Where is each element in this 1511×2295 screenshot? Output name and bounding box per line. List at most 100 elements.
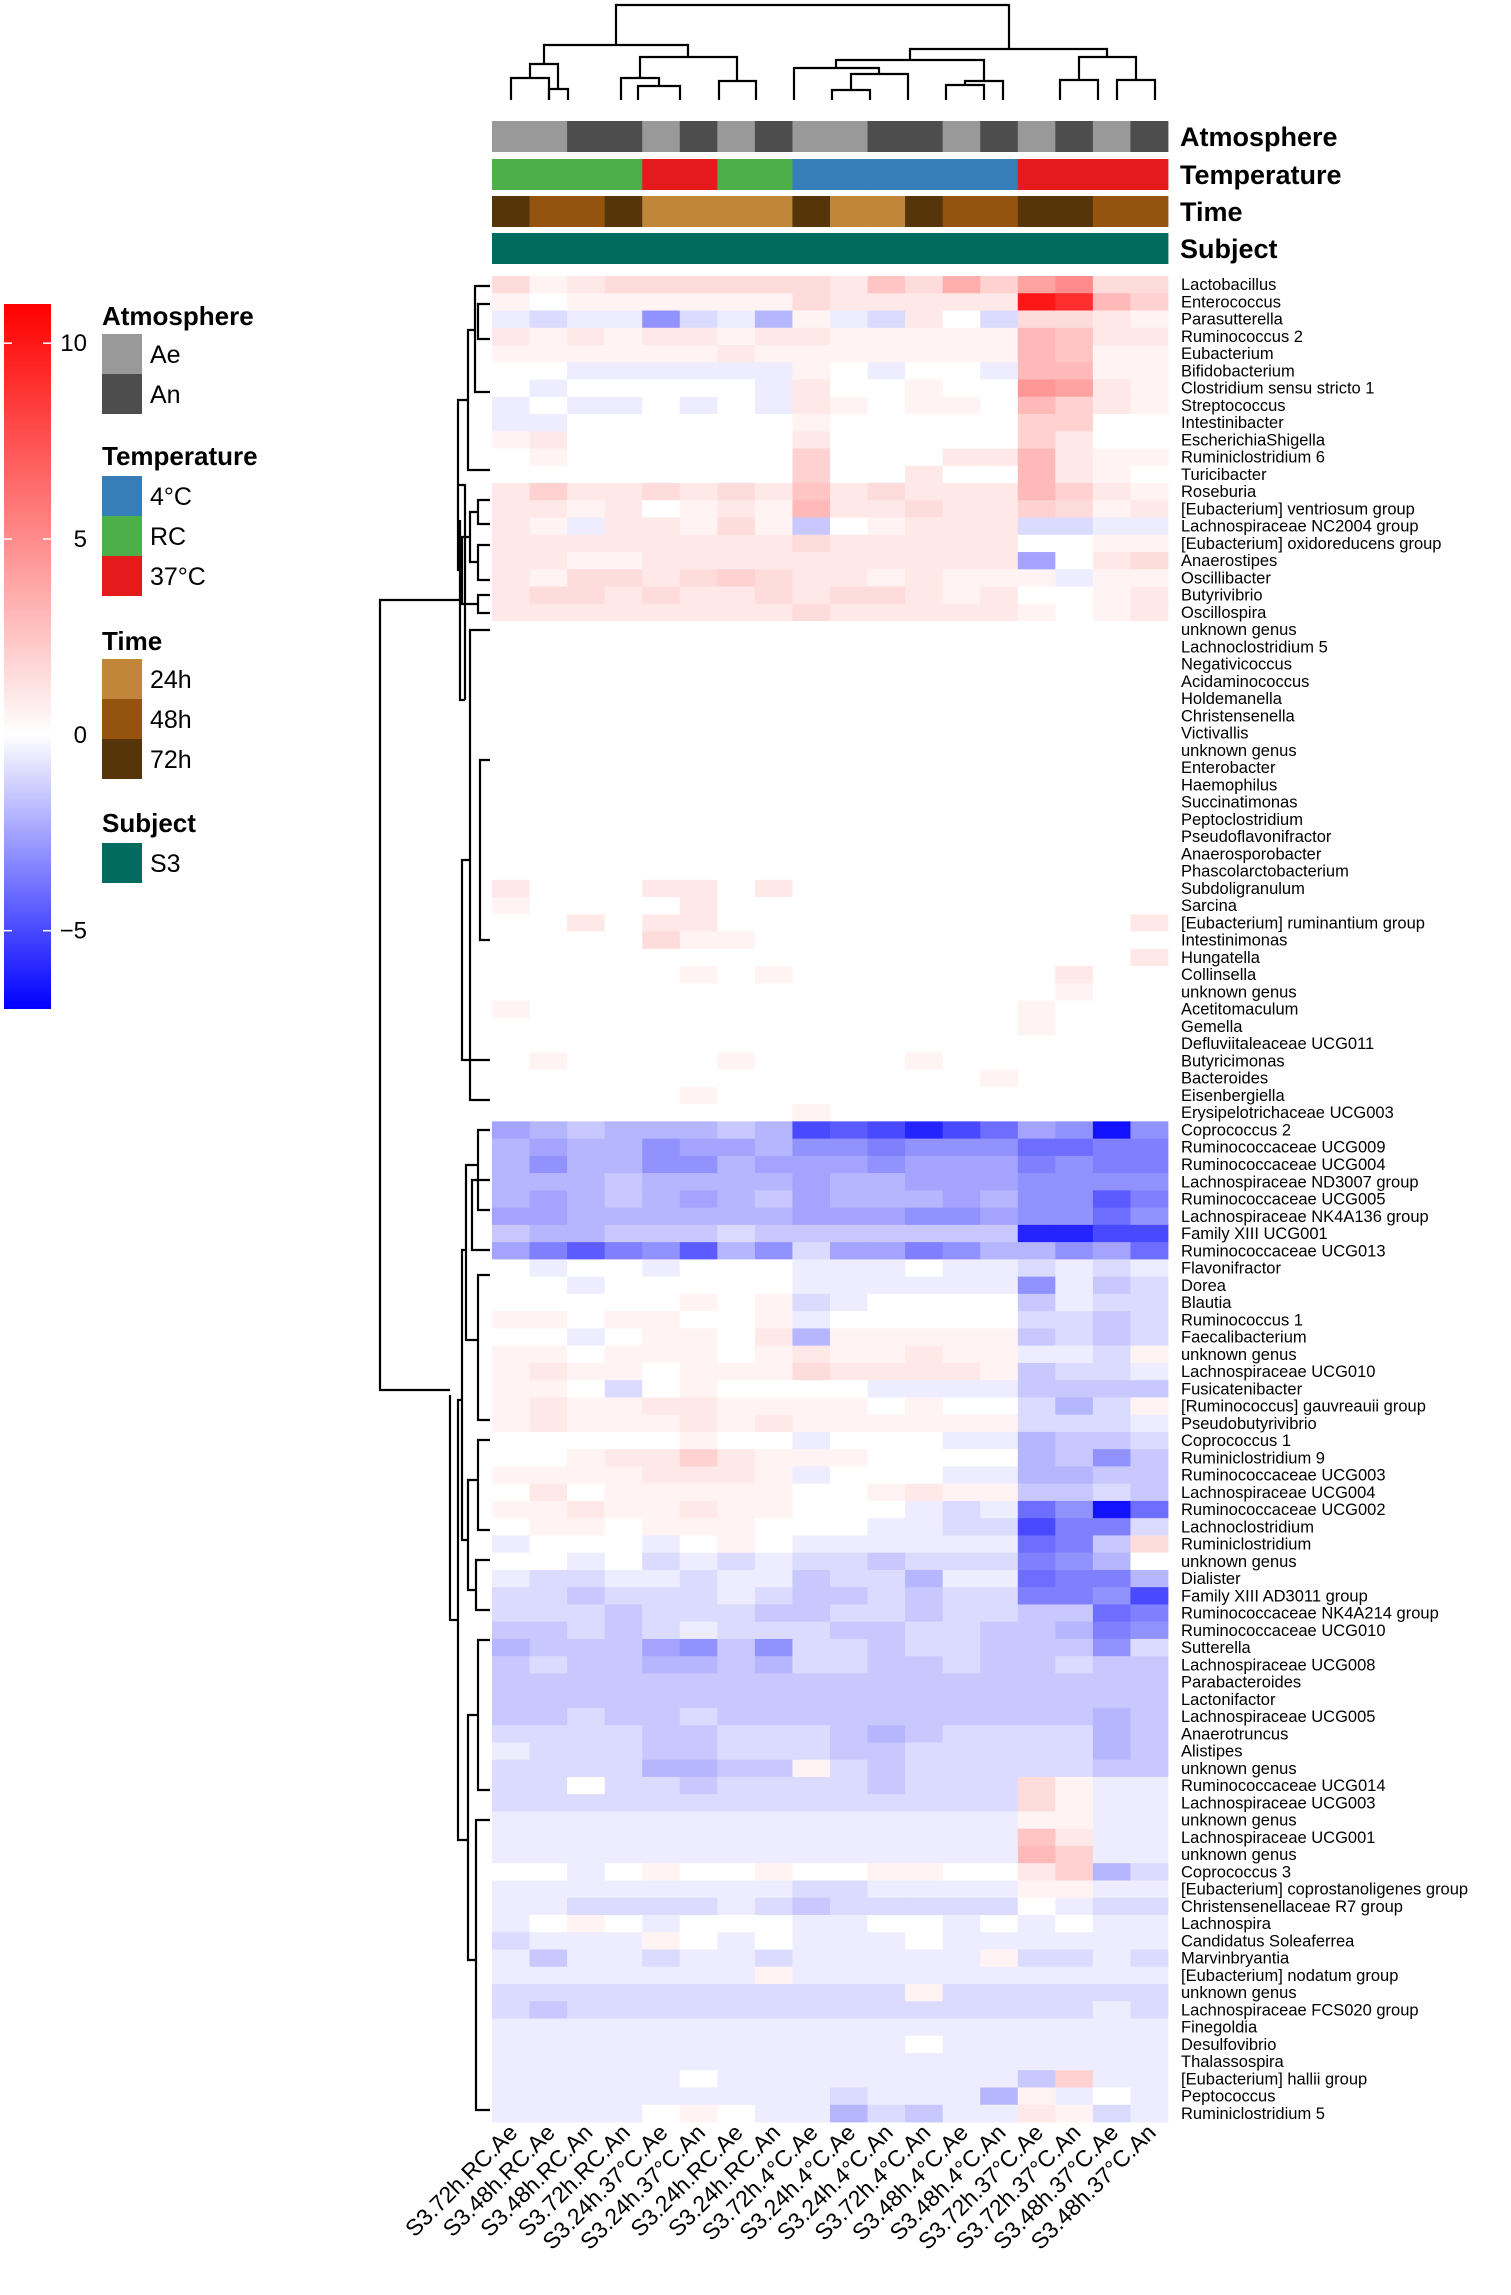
heatmap-cell bbox=[679, 1431, 718, 1450]
heatmap-cell bbox=[830, 638, 868, 656]
heatmap-cell bbox=[529, 1138, 568, 1157]
heatmap-cell bbox=[1130, 1656, 1169, 1674]
heatmap-cell bbox=[830, 1811, 868, 1830]
row-label: Peptoclostridium bbox=[1181, 811, 1303, 829]
heatmap-cell bbox=[942, 914, 981, 932]
heatmap-cell bbox=[679, 1587, 718, 1605]
heatmap-cell bbox=[567, 2035, 606, 2054]
heatmap-cell bbox=[754, 1500, 793, 1519]
heatmap-cell bbox=[717, 793, 756, 812]
heatmap-cell bbox=[717, 1690, 756, 1709]
heatmap-cell bbox=[905, 431, 944, 449]
heatmap-cell bbox=[1130, 1431, 1169, 1450]
heatmap-cell bbox=[1055, 1293, 1094, 1312]
heatmap-cell bbox=[492, 1414, 530, 1433]
legend-swatch bbox=[102, 843, 142, 883]
heatmap-cell bbox=[792, 1690, 831, 1709]
heatmap-cell bbox=[792, 1414, 831, 1433]
heatmap-cell bbox=[492, 1552, 530, 1571]
color-scale-bar bbox=[4, 304, 51, 1009]
heatmap-cell bbox=[679, 879, 718, 898]
heatmap-cell bbox=[492, 1604, 530, 1623]
heatmap-cell bbox=[642, 1914, 681, 1933]
heatmap-cell bbox=[679, 1707, 718, 1726]
heatmap-cell bbox=[529, 448, 568, 467]
heatmap-cell bbox=[1055, 534, 1094, 553]
heatmap-cell bbox=[1017, 1569, 1056, 1588]
heatmap-cell bbox=[642, 362, 681, 380]
heatmap-cell bbox=[717, 1949, 756, 1968]
heatmap-cell bbox=[905, 1569, 944, 1588]
heatmap-cell bbox=[642, 1500, 681, 1519]
heatmap-cell bbox=[1130, 327, 1169, 346]
heatmap-cell bbox=[492, 483, 530, 501]
heatmap-cell bbox=[830, 1086, 868, 1105]
heatmap-cell bbox=[567, 483, 606, 501]
heatmap-cell bbox=[642, 2018, 681, 2037]
heatmap-cell bbox=[1092, 465, 1131, 484]
heatmap-cell bbox=[980, 1207, 1019, 1226]
heatmap-cell bbox=[905, 1621, 944, 1640]
heatmap-cell bbox=[604, 2035, 643, 2054]
heatmap-cell bbox=[942, 931, 981, 950]
heatmap-cell bbox=[679, 345, 718, 363]
heatmap-cell bbox=[905, 966, 944, 984]
heatmap-cell bbox=[1130, 1414, 1169, 1433]
heatmap-cell bbox=[529, 1638, 568, 1657]
heatmap-cell bbox=[1092, 431, 1131, 449]
heatmap-cell bbox=[642, 2035, 681, 2054]
annotation-title-time: Time bbox=[1180, 197, 1243, 227]
heatmap-cell bbox=[792, 396, 831, 415]
heatmap-cell bbox=[867, 793, 906, 812]
heatmap-cell bbox=[1130, 362, 1169, 380]
heatmap-cell bbox=[642, 293, 681, 311]
heatmap-cell bbox=[942, 1345, 981, 1364]
legend-swatch bbox=[102, 374, 142, 414]
heatmap-cell bbox=[867, 2104, 906, 2123]
heatmap-cell bbox=[754, 1086, 793, 1105]
heatmap-cell bbox=[942, 2070, 981, 2088]
heatmap-cell bbox=[980, 655, 1019, 674]
heatmap-cell bbox=[905, 310, 944, 329]
heatmap-cell bbox=[717, 948, 756, 967]
heatmap-cell bbox=[492, 707, 530, 725]
heatmap-cell bbox=[792, 1949, 831, 1968]
row-label: Flavonifractor bbox=[1181, 1260, 1281, 1278]
row-label: unknown genus bbox=[1181, 1812, 1297, 1830]
row-label: Lachnospiraceae NC2004 group bbox=[1181, 518, 1419, 536]
heatmap-cell bbox=[867, 1069, 906, 1088]
heatmap-cell bbox=[830, 741, 868, 760]
heatmap-cell bbox=[567, 1569, 606, 1588]
row-label: Coprococcus 1 bbox=[1181, 1432, 1291, 1450]
heatmap-cell bbox=[717, 1138, 756, 1157]
heatmap-cell bbox=[642, 1742, 681, 1761]
heatmap-cell bbox=[642, 966, 681, 984]
heatmap-cell bbox=[604, 293, 643, 311]
heatmap-cell bbox=[1055, 414, 1094, 432]
heatmap-cell bbox=[717, 1017, 756, 1036]
heatmap-cell bbox=[1017, 603, 1056, 622]
heatmap-cell bbox=[529, 1983, 568, 2002]
heatmap-cell bbox=[642, 2070, 681, 2088]
heatmap-cell bbox=[567, 1932, 606, 1950]
row-label: Bifidobacterium bbox=[1181, 362, 1295, 380]
annotation-cell-atmosphere bbox=[492, 121, 530, 152]
heatmap-cell bbox=[1092, 1518, 1131, 1536]
heatmap-cell bbox=[492, 465, 530, 484]
heatmap-cell bbox=[529, 1587, 568, 1605]
legend-title-atmosphere: Atmosphere bbox=[102, 301, 254, 331]
heatmap-cell bbox=[1130, 431, 1169, 449]
heatmap-cell bbox=[1017, 2001, 1056, 2019]
heatmap-cell bbox=[792, 379, 831, 398]
heatmap-cell bbox=[867, 1759, 906, 1778]
heatmap-cell bbox=[492, 1897, 530, 1916]
heatmap-cell bbox=[980, 1000, 1019, 1019]
heatmap-cell bbox=[567, 897, 606, 915]
heatmap-cell bbox=[792, 2087, 831, 2106]
heatmap-cell bbox=[792, 1656, 831, 1674]
heatmap-cell bbox=[604, 1535, 643, 1554]
heatmap-cell bbox=[792, 810, 831, 829]
heatmap-cell bbox=[830, 1121, 868, 1140]
heatmap-cell bbox=[1130, 1138, 1169, 1157]
heatmap-cell bbox=[1017, 1483, 1056, 1502]
